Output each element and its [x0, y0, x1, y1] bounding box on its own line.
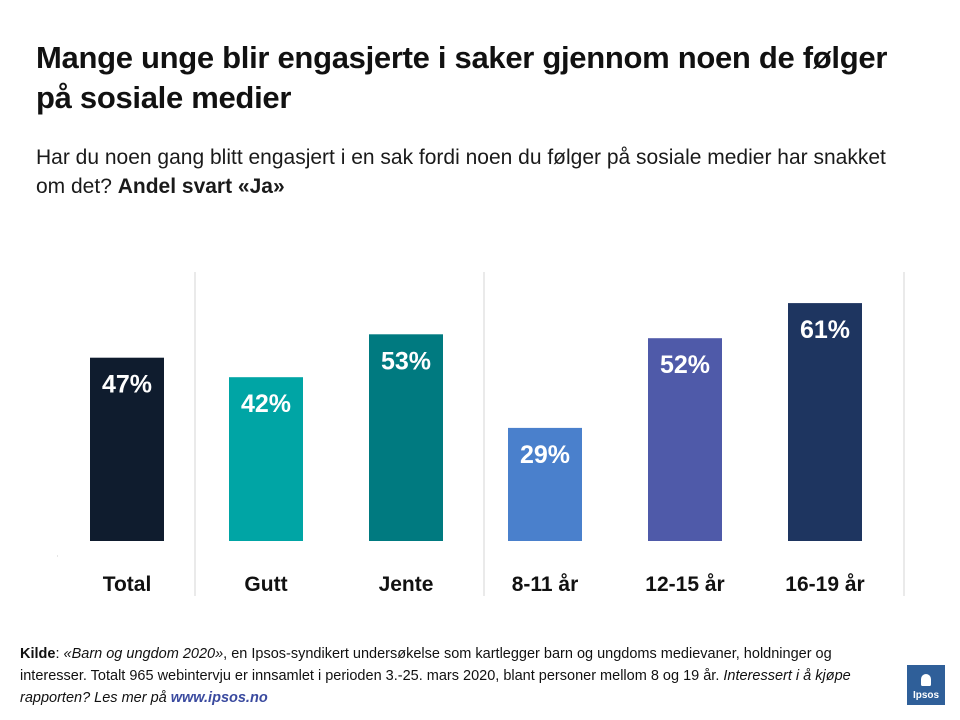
logo-text: Ipsos	[912, 690, 940, 701]
logo-mark-icon	[921, 674, 931, 686]
bar-chart: 47% Total 42% Gutt 53% Jente 29% 8-11 år 52% 12-1…	[57, 272, 905, 596]
bar-gutt	[229, 377, 303, 541]
bar-jente	[369, 334, 443, 541]
source-description: , en Ipsos-syndikert undersøkelse som ka…	[20, 646, 832, 684]
source-label: Kilde	[20, 646, 56, 662]
data-label: 52%	[660, 351, 710, 379]
source-note: Kilde: «Barn og ungdom 2020», en Ipsos-s…	[20, 643, 900, 709]
data-label: 53%	[381, 347, 431, 375]
category-label: Jente	[379, 573, 434, 596]
chart-question: Har du noen gang blitt engasjert i en sa…	[36, 143, 916, 201]
ipsos-logo: Ipsos	[907, 665, 945, 705]
bar-16-19-år	[788, 303, 862, 541]
category-label: 8-11 år	[512, 573, 579, 596]
bar-total	[90, 357, 164, 541]
source-report-name: «Barn og ungdom 2020»	[63, 646, 224, 662]
bar-12-15-år	[648, 338, 722, 541]
bar-8-11-år	[508, 427, 582, 541]
data-label: 61%	[800, 316, 850, 344]
source-cta: Interessert i å kjøpe rapporten? Les mer…	[20, 668, 851, 706]
question-emphasis: Andel svart «Ja»	[117, 175, 285, 198]
data-label: 47%	[102, 371, 152, 399]
category-label: Total	[103, 573, 152, 596]
data-label: 29%	[520, 441, 570, 469]
category-label: Gutt	[244, 573, 287, 596]
data-label: 42%	[241, 390, 291, 418]
page-title: Mange unge blir engasjerte i saker gjenn…	[36, 40, 888, 115]
source-link[interactable]: www.ipsos.no	[170, 690, 268, 706]
question-text: Har du noen gang blitt engasjert i en sa…	[36, 146, 886, 198]
category-label: 16-19 år	[785, 573, 864, 596]
source-separator: :	[55, 646, 64, 662]
category-label: 12-15 år	[645, 573, 724, 596]
